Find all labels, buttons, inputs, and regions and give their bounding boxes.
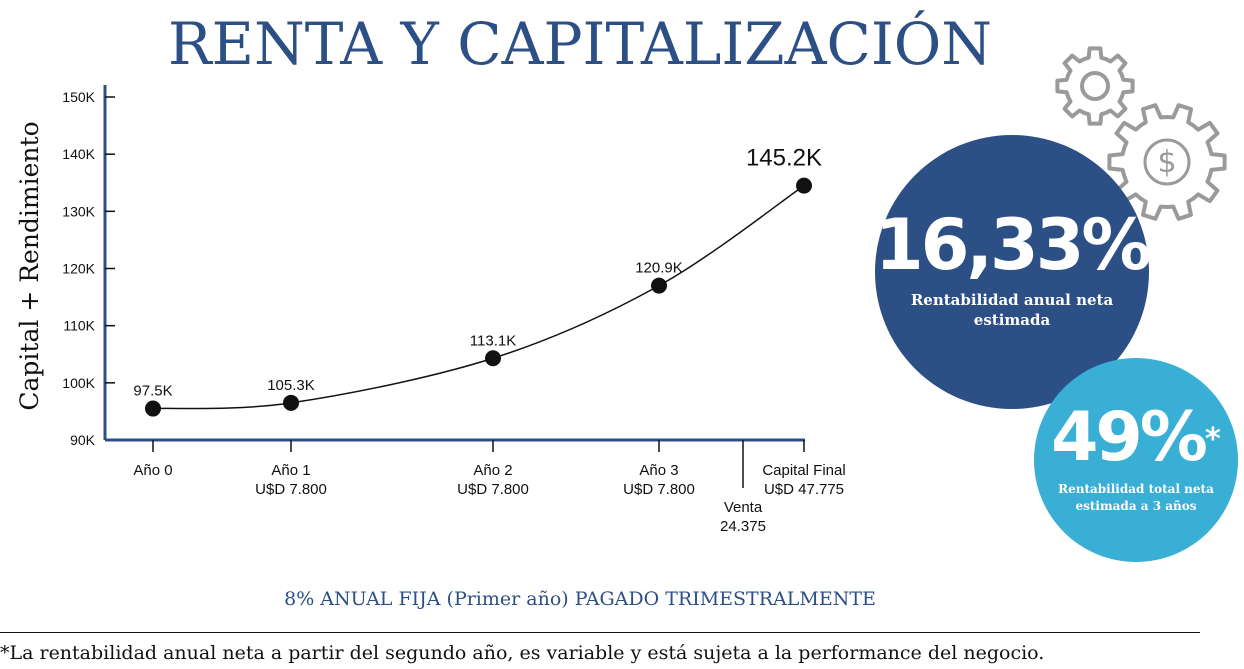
y-tick-label: 140K (62, 146, 95, 162)
gears-icon: $ (1055, 46, 1227, 221)
data-label: 97.5K (133, 383, 172, 400)
total-return-value: 49%* (1051, 398, 1221, 477)
line-chart: 90K 100K 110K 120K 130K 140K 150K Año 0 Año 1 U$… (15, 85, 846, 535)
y-tick-label: 120K (62, 261, 95, 277)
dollar-gear-icon: $ (1107, 103, 1227, 221)
data-label: 113.1K (470, 332, 516, 349)
gear-icon (1055, 46, 1135, 126)
chart-title: RENTA Y CAPITALIZACIÓN (167, 10, 993, 78)
y-tick-label: 150K (62, 89, 95, 105)
total-return-badge: 49%* Rentabilidad total neta estimada a … (1034, 358, 1238, 562)
footnote: *La rentabilidad anual neta a partir del… (0, 642, 1045, 664)
total-return-caption: Rentabilidad total neta estimada a 3 año… (1058, 482, 1214, 513)
y-axis: 90K 100K 110K 120K 130K 140K 150K (62, 85, 115, 448)
data-point (796, 177, 812, 194)
y-tick-label: 100K (62, 375, 95, 391)
y-tick-label: 110K (63, 318, 95, 334)
y-axis-label: Capital + Rendimiento (15, 121, 44, 410)
x-tick-label: Año 3 (639, 462, 678, 479)
x-tick-label: Año 0 (133, 462, 172, 479)
data-label: 145.2K (746, 145, 822, 172)
svg-text:$: $ (1157, 145, 1176, 180)
x-tick-sublabel: U$D 7.800 (623, 481, 695, 498)
x-tick-sublabel: U$D 47.775 (764, 481, 844, 498)
data-point (283, 394, 299, 411)
chart-subtitle: 8% ANUAL FIJA (Primer año) PAGADO TRIMES… (284, 588, 876, 610)
x-tick-sublabel: 24.375 (720, 518, 766, 535)
data-point (651, 277, 667, 294)
series-curve (152, 184, 805, 410)
y-tick-label: 130K (62, 203, 95, 219)
x-tick-sublabel: U$D 7.800 (255, 481, 327, 498)
annual-return-value: 16,33%* (875, 204, 1166, 286)
x-tick-sublabel: U$D 7.800 (457, 481, 529, 498)
data-point (145, 400, 161, 417)
annual-return-caption: Rentabilidad anual neta estimada (910, 291, 1114, 329)
data-labels: 97.5K 105.3K 113.1K 120.9K 145.2K (133, 145, 822, 400)
data-label: 105.3K (267, 377, 315, 394)
x-tick-label: Capital Final (762, 462, 845, 479)
x-tick-label: Año 1 (271, 462, 310, 479)
data-point (485, 350, 501, 367)
x-axis: Año 0 Año 1 U$D 7.800 Año 2 U$D 7.800 Año 3 U$… (105, 438, 846, 535)
y-tick-label: 90K (70, 432, 96, 448)
x-tick-label: Año 2 (473, 462, 512, 479)
divider (0, 632, 1200, 633)
series-line (152, 184, 805, 410)
data-label: 120.9K (635, 260, 683, 277)
x-tick-label: Venta (724, 499, 763, 516)
series-points (145, 177, 812, 417)
